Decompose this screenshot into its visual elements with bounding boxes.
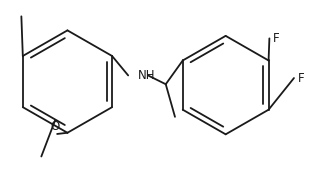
- Text: F: F: [298, 72, 304, 84]
- Text: O: O: [51, 120, 60, 133]
- Text: F: F: [273, 32, 280, 45]
- Text: NH: NH: [138, 69, 156, 82]
